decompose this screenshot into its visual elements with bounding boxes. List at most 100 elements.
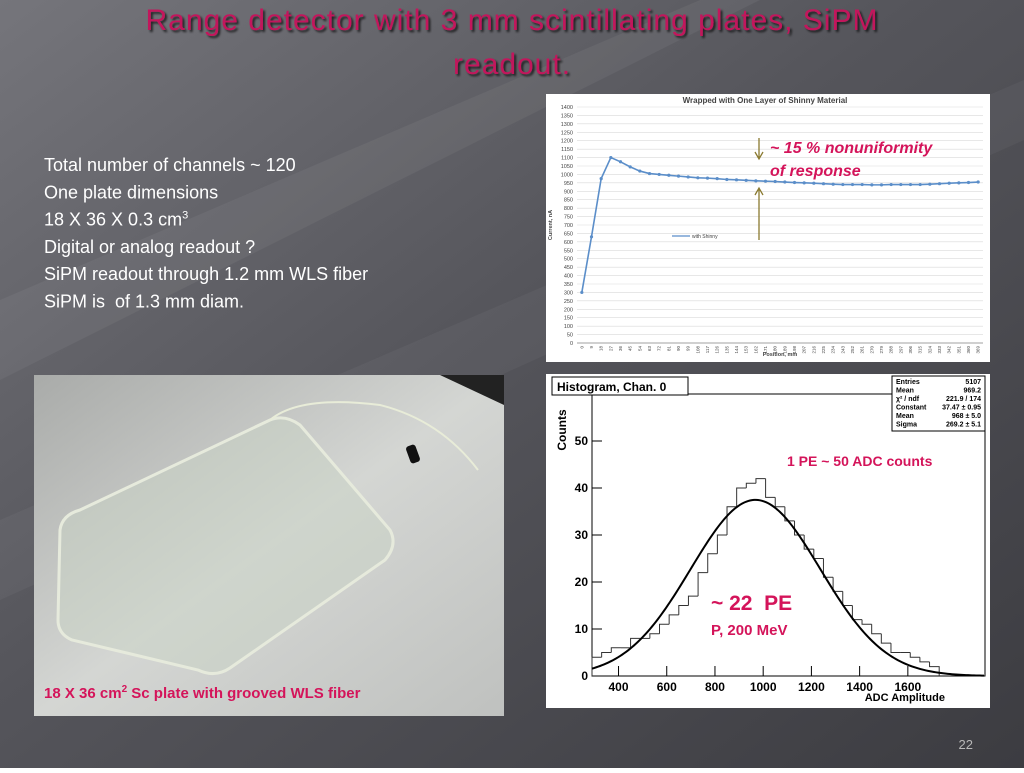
photo-caption: 18 X 36 cm2 Sc plate with grooved WLS fi… [44,684,361,702]
body-text: 18 X 36 X 0.3 cm [44,210,182,230]
plate [56,416,395,675]
data-point [908,182,913,187]
chart-title: Wrapped with One Layer of Shinny Materia… [683,96,848,105]
y-tick-label: 400 [564,274,573,280]
histogram-bin [871,624,882,635]
x-tick-label: 90 [676,346,681,352]
data-point [734,178,739,182]
data-point [870,183,874,187]
x-tick-label: 117 [705,346,710,354]
histogram-bin [890,643,901,653]
body-line: 18 X 36 X 0.3 cm3 [44,210,188,230]
stats-name: Entries [896,379,920,386]
data-point [725,177,729,182]
x-tick-label: 225 [821,346,826,354]
data-point [676,174,681,178]
histogram-bin [765,478,776,498]
histogram-bin [726,506,737,535]
y-axis-label: Current, nA [548,210,554,240]
x-tick-label: 81 [666,346,671,352]
histogram-bin [803,535,814,550]
y-tick-label: 20 [575,575,589,589]
x-tick-label: 243 [840,346,845,354]
x-axis-label: Position, mm [763,352,798,358]
photo: 18 X 36 cm2 Sc plate with grooved WLS fi… [34,375,504,716]
y-tick-label: 10 [575,622,589,636]
fiber [269,401,479,471]
annotation: P, 200 MeV [711,622,787,639]
histogram-bin [687,595,699,606]
x-tick-label: 45 [628,346,633,352]
x-tick-label: 108 [695,346,700,354]
sipm [406,444,420,464]
x-tick-label: 135 [724,346,729,354]
data-point [928,182,932,186]
y-tick-label: 350 [564,282,573,288]
data-point [812,181,816,185]
histogram-bin [697,572,708,597]
y-tick-label: 50 [567,333,573,339]
title-line: Range detector with 3 mm scintillating p… [146,4,879,37]
x-tick-label: 153 [744,346,749,354]
body-text: SiPM readout through 1.2 mm WLS fiber [44,264,368,284]
histogram-bin [591,656,602,676]
data-point [599,177,603,181]
x-tick-label: 252 [850,346,855,354]
y-tick-label: 1100 [561,156,573,162]
histogram-bin [736,487,747,507]
data-point [850,182,855,187]
y-tick-label: 1150 [561,147,573,153]
x-tick-label: 288 [889,346,894,354]
histogram-bin [678,605,689,615]
x-tick-label: 360 [966,346,971,354]
histogram-bin [668,614,679,625]
fit-curve [591,498,985,677]
x-tick-label: 171 [763,346,768,354]
data-point [696,176,700,180]
y-tick-label: 950 [564,181,573,187]
annotation: 1 PE ~ 50 ADC counts [787,453,933,469]
x-tick-label: 1200 [798,680,825,694]
y-tick-label: 850 [564,198,573,204]
y-tick-label: 0 [581,669,588,683]
arrow [754,186,764,240]
body-line: SiPM is of 1.3 mm diam. [44,292,244,312]
x-tick-label: 0 [579,346,584,349]
stats-name: Constant [896,405,927,412]
histogram-bin [755,478,766,484]
y-tick-label: 1300 [561,122,573,128]
body-line: Digital or analog readout ? [44,237,255,257]
stats-name: Sigma [896,422,917,429]
superscript: 2 [122,684,128,695]
data-point [609,155,613,160]
y-tick-label: 650 [564,231,573,237]
x-tick-label: 27 [608,346,613,352]
y-tick-label: 550 [564,248,573,254]
title: Range detector with 3 mm scintillating p… [146,4,879,81]
y-tick-label: 1400 [561,105,573,111]
data-point [889,182,893,187]
stats-value: 269.2 ± 5.1 [946,422,981,429]
x-tick-label: 279 [879,346,884,354]
caption-text: Sc plate with grooved WLS fiber [127,685,361,702]
histogram-bin [822,558,834,578]
histogram-bin [659,623,670,634]
data-point [686,175,690,179]
y-tick-label: 900 [564,189,573,195]
y-tick-label: 450 [564,265,573,271]
data-point [831,182,835,186]
histogram-bin [707,553,718,573]
x-tick-label: 315 [918,346,923,354]
stats-value: 968 ± 5.0 [952,413,981,420]
y-tick-label: 750 [564,215,573,221]
histogram-bin [861,619,872,625]
y-tick-label: 1200 [561,139,573,145]
legend-label: with Shinny [692,234,718,240]
x-tick-label: 800 [705,680,725,694]
annotation: ~ 22 PE [711,592,792,615]
stats-value: 5107 [965,379,981,386]
stats-name: χ² / ndf [896,396,920,403]
x-tick-label: 1600 [894,680,921,694]
title-box [551,376,689,396]
y-tick-label: 0 [570,341,573,347]
